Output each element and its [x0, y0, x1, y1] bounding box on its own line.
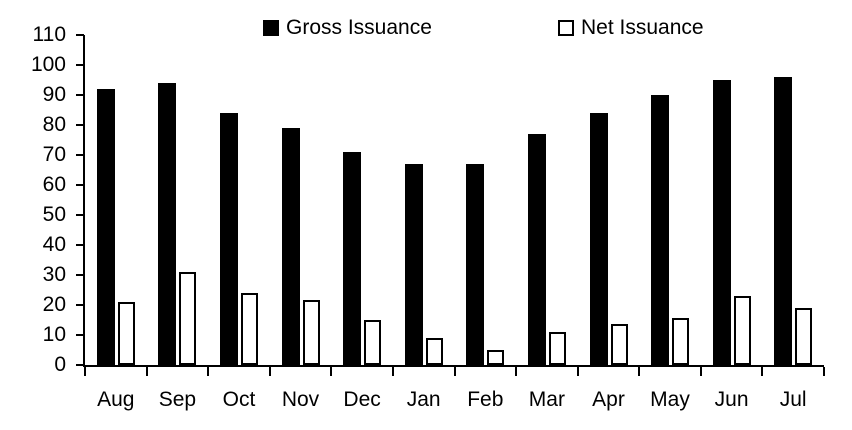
y-tick-mark-110: [76, 34, 84, 36]
y-tick-label-20: 20: [42, 293, 66, 316]
bar-gross-oct: [220, 113, 238, 365]
x-tick-label-nov: Nov: [281, 388, 320, 411]
x-tick-label-mar: Mar: [528, 388, 565, 411]
x-tick-mark-6: [453, 367, 456, 376]
x-tick-label-may: May: [650, 388, 690, 411]
x-tick-label-jan: Jan: [406, 388, 441, 411]
y-tick-label-80: 80: [42, 113, 66, 136]
y-tick-mark-20: [76, 304, 84, 306]
y-tick-mark-10: [76, 334, 84, 336]
y-tick-mark-60: [76, 184, 84, 186]
y-tick-label-110: 110: [32, 23, 66, 46]
y-tick-mark-80: [76, 124, 84, 126]
bar-gross-jul: [774, 77, 793, 365]
x-tick-mark-8: [576, 367, 579, 376]
legend-item-net-issuance: Net Issuance: [558, 17, 704, 39]
x-tick-mark-3: [268, 367, 271, 376]
bar-net-dec: [364, 320, 382, 365]
y-tick-label-70: 70: [42, 143, 66, 166]
bar-net-jun: [733, 296, 751, 365]
bar-net-oct: [241, 293, 258, 365]
bar-gross-aug: [96, 89, 115, 365]
x-tick-label-sep: Sep: [158, 388, 197, 411]
x-tick-label-aug: Aug: [97, 388, 135, 411]
bar-net-feb: [487, 350, 505, 365]
bar-gross-nov: [281, 128, 300, 365]
bar-gross-apr: [589, 113, 608, 365]
x-tick-mark-11: [761, 367, 764, 376]
bar-net-mar: [548, 332, 566, 365]
x-tick-label-dec: Dec: [343, 388, 381, 411]
y-tick-mark-90: [76, 94, 84, 96]
x-tick-mark-7: [515, 367, 518, 376]
x-tick-mark-12: [823, 367, 825, 376]
legend-label-gross-issuance: Gross Issuance: [286, 16, 432, 39]
legend-item-gross-issuance: Gross Issuance: [263, 17, 432, 39]
y-tick-label-50: 50: [42, 203, 66, 226]
y-tick-mark-100: [76, 64, 84, 66]
bar-gross-may: [651, 95, 669, 365]
x-tick-label-jul: Jul: [779, 388, 807, 411]
x-tick-mark-0: [84, 367, 86, 376]
y-tick-label-30: 30: [42, 263, 66, 286]
bar-gross-jan: [404, 164, 423, 365]
bar-gross-dec: [343, 152, 362, 365]
bar-gross-feb: [466, 164, 485, 365]
y-tick-label-100: 100: [30, 53, 66, 76]
y-tick-mark-50: [76, 214, 84, 216]
x-tick-label-apr: Apr: [592, 388, 625, 411]
y-tick-mark-0: [76, 364, 84, 366]
y-tick-label-10: 10: [42, 323, 66, 346]
bar-net-jan: [425, 338, 443, 365]
y-tick-mark-40: [76, 244, 84, 246]
y-axis-line: [83, 35, 85, 367]
x-tick-mark-9: [638, 367, 641, 376]
x-tick-mark-2: [207, 367, 210, 376]
legend-label-net-issuance: Net Issuance: [581, 16, 704, 39]
x-tick-mark-4: [330, 367, 333, 376]
net-issuance-swatch-icon: [558, 20, 574, 36]
bar-net-jul: [795, 308, 813, 365]
x-tick-label-oct: Oct: [222, 388, 256, 411]
x-tick-mark-5: [391, 367, 394, 376]
bar-gross-mar: [527, 134, 546, 365]
y-tick-label-90: 90: [42, 83, 66, 106]
y-tick-mark-70: [76, 154, 84, 156]
x-tick-mark-1: [145, 367, 148, 376]
y-tick-label-0: 0: [54, 353, 66, 376]
bar-net-apr: [610, 324, 628, 365]
gross-issuance-swatch-icon: [263, 20, 279, 36]
bar-gross-sep: [158, 83, 177, 365]
bar-net-aug: [117, 302, 135, 365]
bar-net-may: [672, 318, 689, 365]
y-tick-label-40: 40: [42, 233, 66, 256]
legend: Gross Issuance Net Issuance: [0, 0, 852, 44]
x-tick-label-jun: Jun: [714, 388, 749, 411]
y-tick-label-60: 60: [42, 173, 66, 196]
bar-net-nov: [302, 300, 320, 365]
x-tick-mark-10: [699, 367, 702, 376]
bar-gross-jun: [712, 80, 731, 365]
x-axis-line: [83, 365, 824, 367]
bar-net-sep: [179, 272, 197, 365]
y-tick-mark-30: [76, 274, 84, 276]
x-tick-label-feb: Feb: [467, 388, 504, 411]
